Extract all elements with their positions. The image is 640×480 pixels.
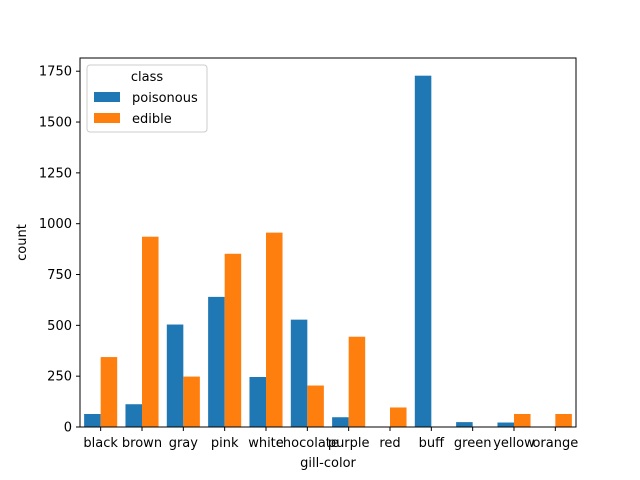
bar-poisonous-gray [166, 324, 184, 427]
x-tick-label: red [379, 436, 400, 451]
bar-poisonous-pink [208, 296, 225, 427]
bar-poisonous-chocolate [290, 319, 308, 427]
x-tick-label: green [454, 436, 492, 451]
bar-edible-red [390, 407, 407, 427]
x-tick-label: buff [419, 436, 445, 451]
legend-title: class [131, 70, 163, 85]
x-tick-label: orange [532, 436, 578, 451]
bar-edible-purple [348, 336, 366, 427]
y-tick-label: 1250 [39, 166, 72, 181]
y-tick-label: 1500 [39, 116, 72, 131]
legend-swatch-poisonous [94, 92, 120, 102]
x-tick-label: pink [211, 436, 239, 451]
x-tick-label: gray [169, 436, 199, 451]
bar-poisonous-purple [332, 417, 349, 427]
y-ticks: 0 250 500 750 1000 1250 1500 1750 [39, 65, 80, 436]
bar-edible-orange [555, 413, 572, 427]
bar-edible-pink [224, 253, 242, 427]
legend-swatch-edible [94, 113, 120, 123]
y-tick-label: 0 [64, 421, 72, 436]
plot-frame [79, 57, 577, 428]
y-tick-label: 1000 [39, 217, 72, 232]
x-tick-label: white [248, 436, 284, 451]
x-tick-label: chocolate [276, 436, 339, 451]
bar-poisonous-black [84, 413, 101, 427]
bar-poisonous-buff [414, 75, 432, 427]
y-tick-label: 750 [47, 268, 72, 283]
bar-edible-gray [183, 376, 200, 427]
x-tick-label: yellow [493, 436, 535, 451]
bar-edible-brown [142, 236, 159, 427]
x-tick-label: black [83, 436, 118, 451]
bar-poisonous-yellow [497, 422, 514, 427]
legend-entries: poisonous edible [94, 91, 198, 127]
bars-group [84, 75, 572, 427]
bar-edible-white [266, 232, 283, 427]
bar-edible-black [100, 357, 118, 427]
y-axis-title: count [15, 224, 30, 261]
legend-label-edible: edible [132, 112, 172, 127]
legend-label-poisonous: poisonous [132, 91, 198, 106]
bar-edible-yellow [514, 413, 531, 427]
x-tick-label: brown [122, 436, 162, 451]
bar-poisonous-green [456, 422, 473, 427]
x-tick-label: purple [328, 436, 370, 451]
y-tick-label: 1750 [39, 65, 72, 80]
bar-edible-chocolate [307, 385, 324, 427]
y-tick-label: 500 [47, 319, 72, 334]
bar-poisonous-white [249, 376, 266, 427]
y-tick-label: 250 [47, 370, 72, 385]
bar-poisonous-brown [125, 404, 142, 427]
x-axis-title: gill-color [300, 456, 356, 471]
legend: class poisonous edible [86, 64, 208, 133]
